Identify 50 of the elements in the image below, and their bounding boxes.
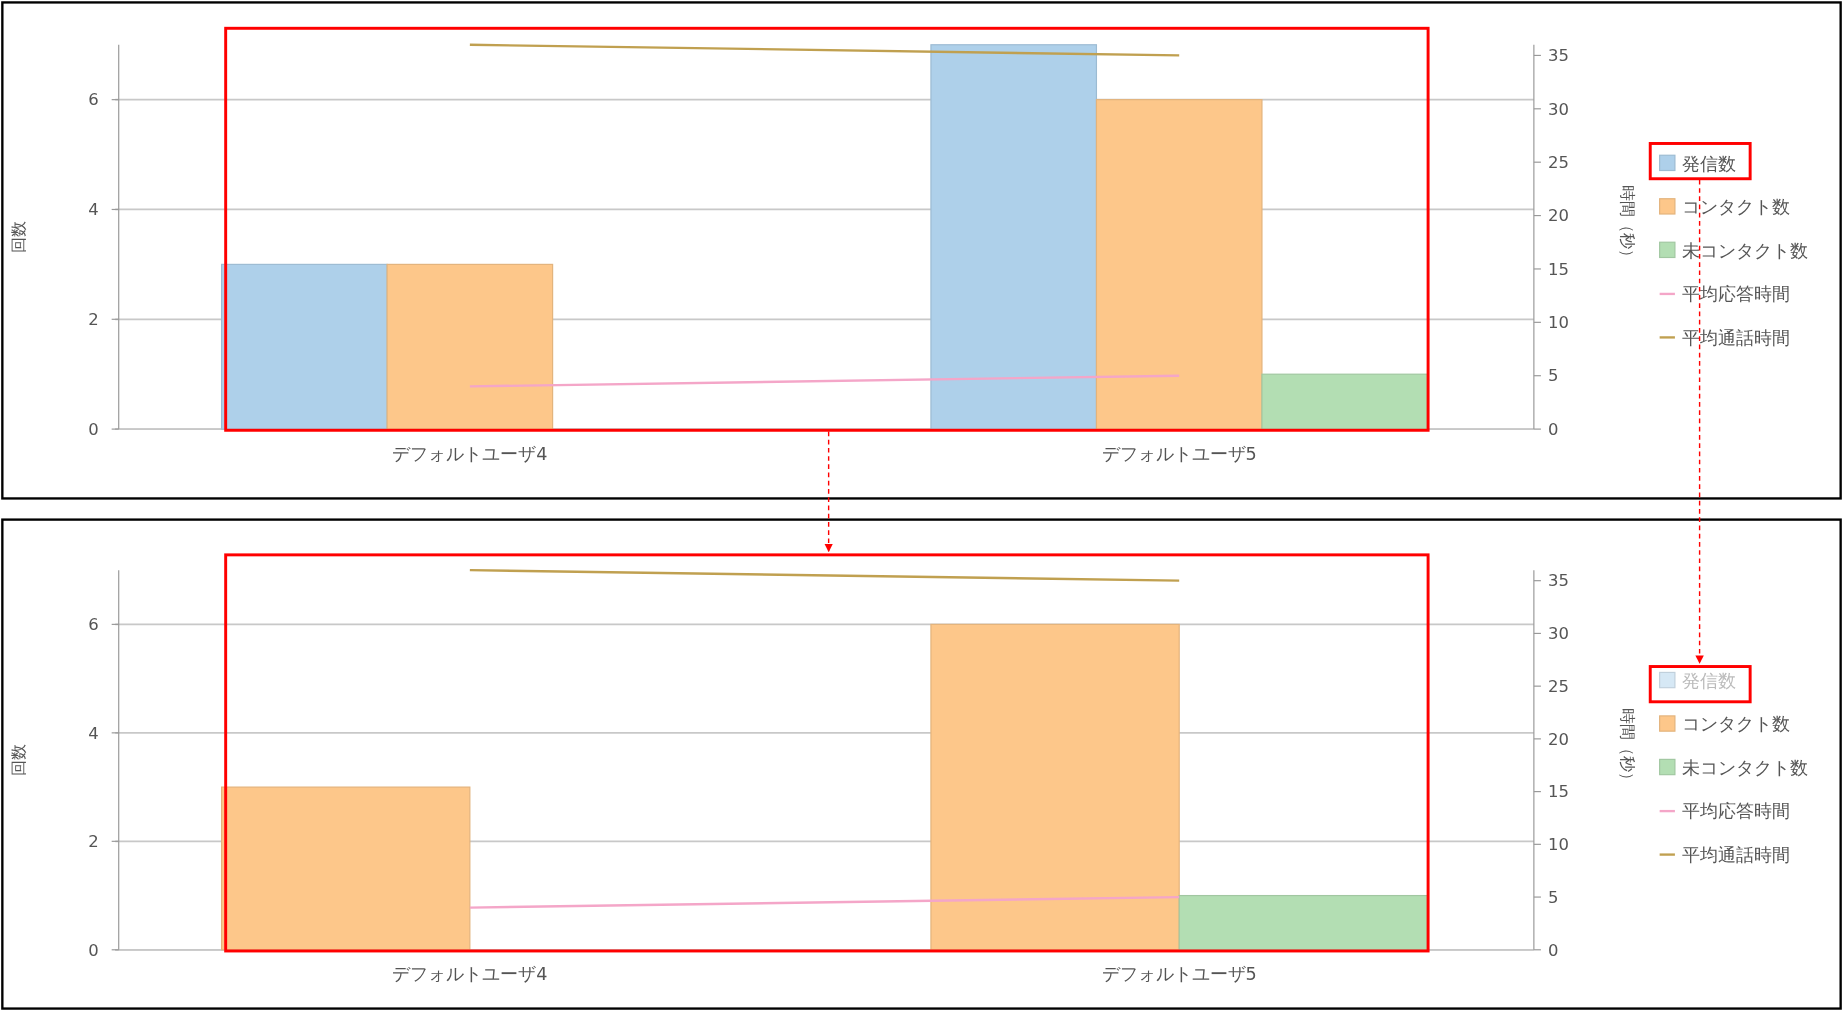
y2-tick-label: 0 [1547, 419, 1559, 439]
y-tick-label: 2 [88, 832, 99, 852]
bar [221, 786, 471, 951]
y-tick-label: 6 [88, 90, 99, 110]
y2-axis-title: 時間（秒） [1618, 708, 1638, 789]
legend-label: 平均通話時間 [1681, 844, 1790, 865]
y2-tick-label: 10 [1547, 313, 1569, 333]
legend-label: 平均応答時間 [1681, 801, 1790, 822]
bar [1178, 894, 1429, 951]
bar [1261, 373, 1429, 430]
y2-tick-label: 35 [1547, 46, 1569, 66]
legend-label: 発信数 [1681, 153, 1736, 174]
y2-tick-label: 20 [1547, 206, 1569, 226]
x-tick-label: デフォルトユーザ5 [1101, 964, 1257, 985]
y-axis-title: 回数 [8, 743, 28, 776]
bar [1095, 99, 1263, 430]
x-tick-label: デフォルトユーザ4 [392, 964, 548, 985]
y2-tick-label: 5 [1547, 887, 1559, 907]
legend-label: コンタクト数 [1681, 714, 1790, 735]
bar [386, 263, 554, 430]
legend-label: コンタクト数 [1681, 197, 1790, 218]
legend-label: 未コンタクト数 [1681, 757, 1808, 778]
y2-tick-label: 25 [1547, 676, 1569, 696]
y2-tick-label: 25 [1547, 152, 1569, 172]
legend-label: 平均応答時間 [1681, 284, 1790, 305]
y2-tick-label: 10 [1547, 835, 1569, 855]
x-tick-label: デフォルトユーザ5 [1101, 443, 1257, 464]
bar [930, 623, 1180, 951]
x-tick-label: デフォルトユーザ4 [392, 443, 548, 464]
y-tick-label: 0 [88, 940, 99, 960]
y2-tick-label: 5 [1547, 366, 1559, 386]
y-tick-label: 6 [88, 615, 99, 635]
y2-tick-label: 15 [1547, 259, 1569, 279]
y-tick-label: 4 [88, 723, 99, 743]
y2-tick-label: 35 [1547, 571, 1569, 591]
y2-tick-label: 0 [1547, 940, 1559, 960]
bar [930, 44, 1098, 430]
y2-tick-label: 30 [1547, 624, 1569, 644]
y2-tick-label: 15 [1547, 782, 1569, 802]
legend-label: 未コンタクト数 [1681, 240, 1808, 261]
y2-axis-title: 時間（秒） [1618, 185, 1638, 266]
y-tick-label: 2 [88, 310, 99, 330]
legend-label: 発信数 [1681, 670, 1736, 691]
y2-tick-label: 30 [1547, 99, 1569, 119]
y2-tick-label: 20 [1547, 729, 1569, 749]
y-axis-title: 回数 [8, 220, 28, 253]
y-tick-label: 4 [88, 200, 99, 220]
y-tick-label: 0 [88, 419, 99, 439]
legend-label: 平均通話時間 [1681, 327, 1790, 348]
bar [221, 263, 388, 430]
